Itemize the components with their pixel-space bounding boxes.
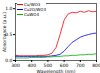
html-text:CuWO4: CuWO4 (24, 12, 39, 17)
svg-text:Absorbance (a.u.): Absorbance (a.u.) (2, 12, 7, 52)
svg-text:600: 600 (60, 63, 69, 68)
svg-text:800: 800 (92, 63, 100, 68)
html-text:Cu/WO3: Cu/WO3 (24, 2, 41, 7)
svg-text:Wavelength (nm): Wavelength (nm) (37, 69, 76, 73)
svg-text:1.0: 1.0 (5, 6, 12, 11)
svg-text:700: 700 (76, 63, 85, 68)
svg-text:400: 400 (27, 63, 36, 68)
svg-text:0.0: 0.0 (5, 57, 13, 63)
svg-text:500: 500 (44, 63, 53, 68)
svg-text:300: 300 (11, 63, 20, 68)
svg-text:0.5: 0.5 (5, 32, 13, 37)
html-text:Cu2O/WO3: Cu2O/WO3 (24, 7, 46, 12)
